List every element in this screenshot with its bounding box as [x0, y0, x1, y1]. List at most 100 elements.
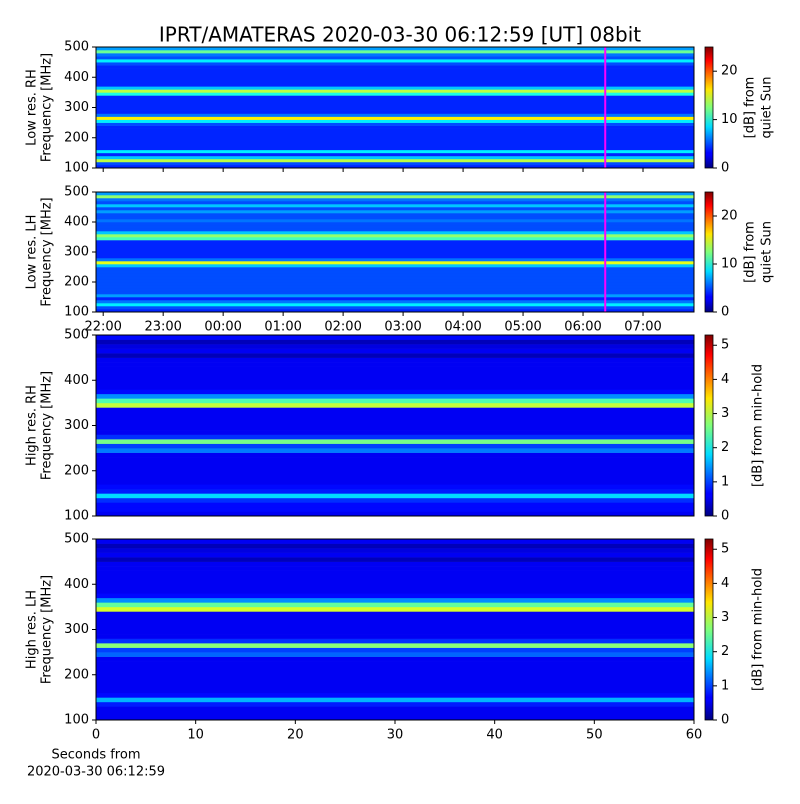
colorbar-tick-label: 20 [721, 209, 738, 224]
heatmap-row [96, 488, 694, 494]
heatmap-row [96, 231, 694, 235]
heatmap-row [96, 276, 694, 280]
heatmap-row [96, 570, 694, 576]
heatmap-row [96, 71, 694, 75]
heatmap-row [96, 267, 694, 271]
heatmap-row [96, 335, 694, 340]
heatmap-row [96, 195, 694, 199]
x-tick-label: 0 [92, 728, 100, 743]
y-tick-label: 400 [64, 215, 89, 230]
heatmap-row [96, 146, 694, 151]
heatmap-row [96, 222, 694, 226]
heatmap-row [96, 661, 694, 666]
colorbar-tick-label: 5 [721, 338, 729, 353]
heatmap-row [96, 252, 694, 256]
heatmap-row [96, 122, 694, 126]
heatmap-row [96, 393, 694, 399]
heatmap-row [96, 357, 694, 363]
heatmap-row [96, 638, 694, 644]
x-tick-label: 03:00 [384, 320, 421, 335]
heatmap-row [96, 597, 694, 603]
colorbar [704, 334, 714, 517]
heatmap-row [96, 475, 694, 481]
heatmap-row [96, 50, 694, 54]
heatmap-row [96, 104, 694, 108]
heatmap-row [96, 62, 694, 66]
heatmap-row [96, 566, 694, 571]
heatmap-row [96, 434, 694, 440]
heatmap-row [96, 706, 694, 712]
heatmap-row [96, 615, 694, 621]
heatmap-row [96, 683, 694, 689]
y-tick-label: 100 [64, 161, 89, 176]
heatmap-row [96, 149, 694, 154]
colorbar-label: [dB] from [743, 77, 758, 139]
heatmap-row [96, 270, 694, 274]
heatmap-row [96, 670, 694, 676]
heatmap-row [96, 697, 694, 703]
heatmap-row [96, 140, 694, 145]
heatmap-row [96, 288, 694, 292]
y-tick-label: 500 [64, 185, 89, 200]
heatmap-row [96, 407, 694, 413]
heatmap-row [96, 158, 694, 163]
heatmap-row [96, 306, 694, 310]
heatmap-row [96, 219, 694, 223]
figure-title: IPRT/AMATERAS 2020-03-30 06:12:59 [UT] 0… [159, 23, 641, 47]
colorbar-label: quiet Sun [760, 76, 775, 138]
x-tick-label: 23:00 [144, 320, 181, 335]
colorbar-tick-label: 3 [721, 610, 729, 625]
heatmap-row [96, 584, 694, 590]
heatmap-row [96, 420, 694, 426]
y-tick-label: 300 [64, 245, 89, 260]
colorbar-tick-label: 1 [721, 678, 729, 693]
x-tick-label: 07:00 [624, 320, 661, 335]
heatmap-row [96, 656, 694, 662]
heatmap-row [96, 402, 694, 408]
heatmap-row [96, 80, 694, 84]
heatmap-row [96, 620, 694, 626]
heatmap-row [96, 89, 694, 93]
heatmap-row [96, 643, 694, 648]
heatmap-row [96, 701, 694, 707]
heatmap-row [96, 679, 694, 685]
heatmap-row [96, 101, 694, 105]
x-tick-label: 40 [486, 728, 503, 743]
x-tick-label: 60 [686, 728, 703, 743]
heatmap-row [96, 113, 694, 117]
heatmap-row [96, 611, 694, 617]
heatmap-row [96, 665, 694, 671]
y-tick-label: 500 [64, 328, 89, 343]
heatmap-row [96, 652, 694, 657]
heatmap-row [96, 452, 694, 458]
y-axis-label: Frequency [MHz] [40, 371, 55, 480]
y-tick-label: 300 [64, 100, 89, 115]
heatmap-row [96, 411, 694, 417]
heatmap-row [96, 74, 694, 78]
y-tick-label: 200 [64, 667, 89, 682]
heatmap-row [96, 134, 694, 139]
heatmap-row [96, 539, 694, 544]
heatmap-row [96, 143, 694, 148]
heatmap-row [96, 561, 694, 567]
colorbar-tick-label: 1 [721, 474, 729, 489]
heatmap-row [96, 240, 694, 244]
colorbar-tick-label: 2 [721, 440, 729, 455]
heatmap-row [96, 634, 694, 639]
y-tick-label: 500 [64, 40, 89, 55]
y-tick-label: 200 [64, 130, 89, 145]
heatmap-row [96, 261, 694, 265]
heatmap-row [96, 53, 694, 57]
heatmap-row [96, 366, 694, 372]
heatmap-row [96, 300, 694, 304]
heatmap-row [96, 484, 694, 490]
colorbar-tick-label: 0 [721, 713, 729, 728]
heatmap-row [96, 470, 694, 476]
heatmap-row [96, 279, 694, 283]
heatmap-row [96, 588, 694, 594]
x-tick-label: 10 [187, 728, 204, 743]
heatmap-row [96, 548, 694, 553]
heatmap-row [96, 375, 694, 381]
heatmap-row [96, 430, 694, 435]
heatmap-row [96, 161, 694, 166]
